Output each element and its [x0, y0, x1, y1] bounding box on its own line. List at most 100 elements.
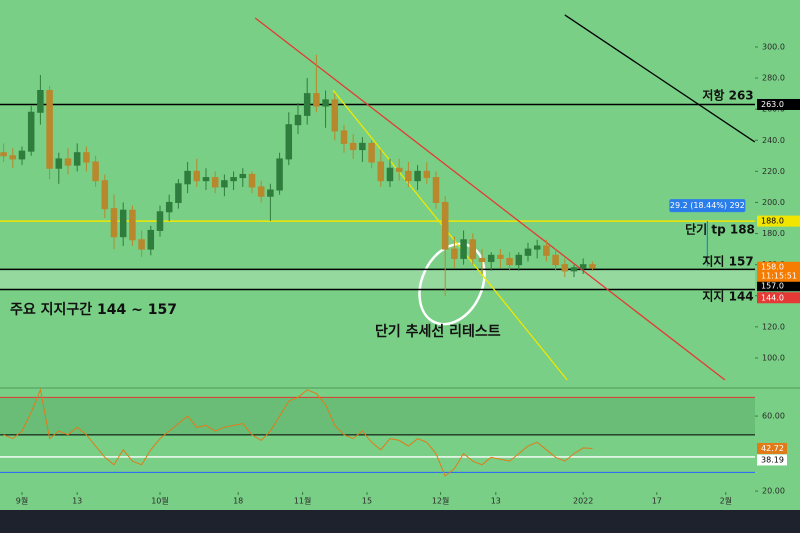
- trendline: [254, 17, 726, 381]
- candle-body: [515, 254, 523, 266]
- y-tick-label: 280.0: [762, 74, 785, 83]
- annotation: 지지 157: [702, 254, 753, 269]
- last-price-time: 11:15:51: [761, 271, 797, 280]
- y-tick-label: 240.0: [762, 136, 785, 145]
- candle-body: [147, 229, 155, 250]
- candle-body: [506, 257, 513, 266]
- x-tick-label: 10월: [151, 496, 169, 506]
- candle-body: [395, 167, 403, 172]
- candle-body: [101, 180, 109, 210]
- y-tick-label: 180.0: [762, 229, 785, 238]
- candle-body: [533, 245, 541, 250]
- candle-body: [55, 158, 63, 169]
- x-tick-label: 17: [652, 497, 662, 506]
- candle-body: [423, 170, 431, 179]
- rsi-signal-tag: 38.19: [761, 455, 784, 464]
- candle-body: [313, 93, 320, 107]
- support-zone: [0, 269, 755, 290]
- level-tag: 263.0: [761, 100, 784, 109]
- candle-body: [211, 177, 219, 188]
- level-tag: 188.0: [761, 217, 784, 226]
- level-tag-box: [757, 215, 800, 227]
- candle-body: [37, 89, 44, 113]
- candle-body: [138, 239, 145, 250]
- y-tick-label: 100.0: [762, 353, 785, 362]
- y-tick-label: 120.0: [762, 322, 785, 331]
- candle-body: [368, 142, 375, 163]
- candle-body: [110, 208, 118, 238]
- candle-body: [340, 130, 348, 144]
- candle-body: [570, 267, 578, 272]
- candle-body: [331, 99, 339, 132]
- candle-body: [478, 257, 486, 263]
- rsi-last-tag: 42.72: [761, 444, 784, 453]
- candle-body: [248, 173, 256, 188]
- x-tick-label: 9월: [16, 496, 28, 506]
- candle-body: [497, 254, 504, 259]
- bottom-bar: [0, 510, 800, 533]
- y-tick-label: 300.0: [762, 42, 785, 51]
- candle-body: [359, 142, 366, 151]
- rsi-y-tick-label: 60.00: [762, 412, 785, 421]
- y-tick-label: 200.0: [762, 198, 785, 207]
- candle-body: [119, 209, 127, 238]
- level-tag: 157.0: [761, 281, 784, 290]
- annotation: 주요 지지구간 144 ~ 157: [10, 301, 177, 318]
- candle-body: [27, 111, 35, 152]
- y-tick-label: 220.0: [762, 167, 785, 176]
- candle-body: [64, 158, 72, 166]
- candle-body: [156, 211, 164, 231]
- candle-body: [405, 170, 412, 182]
- candle-body: [92, 161, 99, 182]
- rsi-y-tick-label: 20.00: [762, 487, 785, 496]
- candle-body: [129, 209, 136, 241]
- candle-body: [469, 239, 477, 259]
- rsi-line: [3, 388, 593, 477]
- candle-body: [543, 245, 550, 256]
- background: [0, 0, 800, 510]
- last-price-tag: 158.0: [761, 262, 784, 271]
- candle-body: [294, 114, 302, 126]
- level-tag-box: [757, 292, 800, 304]
- candle-body: [451, 248, 458, 259]
- candle-body: [377, 161, 385, 182]
- candle-body: [487, 254, 495, 263]
- x-tick-label: 13: [491, 497, 501, 506]
- candle-body: [561, 264, 569, 272]
- x-tick-label: 2022: [573, 497, 593, 506]
- annotation: 단기 추세선 리테스트: [375, 323, 501, 340]
- candle-body: [579, 264, 587, 269]
- candle-body: [9, 155, 17, 160]
- candle-body: [18, 150, 26, 160]
- candle-body: [165, 201, 173, 213]
- candle-body: [386, 167, 394, 182]
- rsi-last-box: [757, 442, 787, 454]
- candle-body: [552, 254, 559, 266]
- x-tick-label: 2월: [720, 496, 732, 506]
- x-tick-label: 15: [362, 497, 372, 506]
- annotation: 단기 tp 188: [685, 222, 755, 237]
- x-tick-label: 11월: [294, 496, 312, 506]
- candle-body: [267, 189, 274, 197]
- level-tag: 144.0: [761, 293, 784, 302]
- rsi-signal-box: [757, 454, 787, 466]
- measure-box: [669, 199, 746, 213]
- level-tag-box: [757, 98, 800, 110]
- candle-body: [46, 89, 53, 169]
- candle-body: [322, 99, 329, 107]
- annotation: 지지 144: [702, 289, 753, 304]
- candle-body: [73, 152, 81, 166]
- x-tick-label: 18: [233, 497, 243, 506]
- candle-body: [414, 170, 421, 182]
- trendline: [332, 89, 568, 381]
- candle-body: [524, 248, 532, 256]
- candle-body: [441, 201, 449, 250]
- measure-label: 29.2 (18.44%) 292: [670, 201, 745, 210]
- candle-body: [221, 180, 228, 188]
- candle-body: [0, 152, 7, 157]
- candle-body: [184, 170, 191, 185]
- x-tick-label: 13: [72, 497, 82, 506]
- candle-body: [460, 239, 467, 259]
